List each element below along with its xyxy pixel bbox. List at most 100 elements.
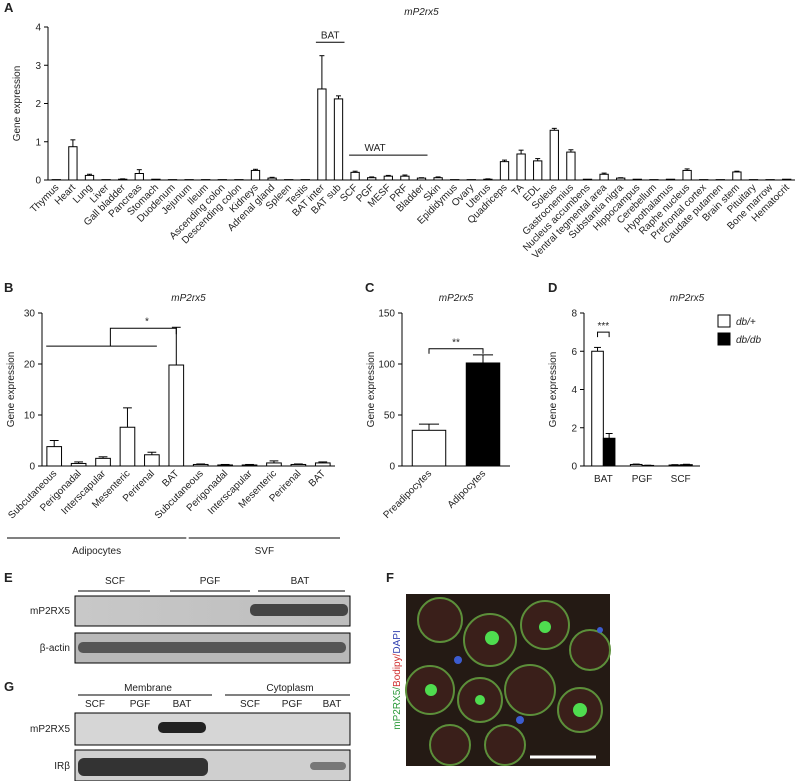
- error-bar: [74, 461, 84, 464]
- group-label: SVF: [255, 546, 274, 557]
- panel-letter: B: [4, 280, 13, 295]
- y-tick-label: 50: [384, 411, 396, 422]
- band: [78, 758, 208, 776]
- x-tick-label: BAT: [160, 468, 181, 489]
- chart-title: mP2rx5: [171, 293, 206, 304]
- error-bar: [336, 95, 341, 99]
- panel-letter: E: [4, 570, 13, 585]
- error-bar: [319, 55, 325, 89]
- y-tick-label: 4: [571, 385, 577, 396]
- bar: [68, 146, 78, 181]
- error-bar: [147, 451, 157, 455]
- bar: [433, 177, 443, 181]
- lane-label: BAT: [291, 576, 310, 587]
- error-bar: [684, 168, 690, 171]
- bar: [582, 178, 593, 181]
- y-axis-label: Gene expression: [366, 352, 377, 428]
- error-bar: [269, 460, 279, 463]
- legend-swatch: [717, 332, 731, 346]
- bar: [84, 174, 95, 181]
- error-bar: [98, 456, 108, 459]
- band: [158, 722, 206, 733]
- bar: [411, 429, 447, 467]
- row-label: mP2RX5: [30, 724, 70, 735]
- error-bar: [402, 174, 408, 177]
- bar: [350, 171, 360, 181]
- bar: [333, 98, 344, 181]
- error-bar: [594, 346, 602, 352]
- panel-f: F mP2RX5/Bodipy/DAPI: [386, 570, 611, 766]
- lane-label: PGF: [200, 576, 221, 587]
- error-bar: [123, 407, 132, 428]
- row-label: mP2RX5: [30, 606, 70, 617]
- chart-title: mP2rx5: [404, 7, 439, 18]
- legend-label: db/+: [736, 317, 756, 328]
- bar: [70, 462, 87, 467]
- bar: [533, 160, 543, 181]
- fraction-label: Cytoplasm: [266, 683, 313, 694]
- x-tick-label: Adipocytes: [446, 468, 488, 510]
- y-tick-label: 0: [29, 462, 35, 473]
- bracket: [428, 348, 484, 354]
- bar: [290, 463, 307, 467]
- x-tick-label: BAT: [594, 474, 613, 485]
- panel-letter: D: [548, 280, 557, 295]
- bar: [267, 177, 277, 181]
- annotation: *: [145, 316, 149, 327]
- error-bar: [435, 176, 441, 178]
- bar: [680, 464, 693, 467]
- lane-label: SCF: [105, 576, 125, 587]
- x-tick-label: SCF: [671, 474, 691, 485]
- panel-letter: G: [4, 679, 14, 694]
- y-tick-label: 0: [389, 462, 395, 473]
- bar: [602, 437, 616, 467]
- band: [310, 762, 346, 770]
- y-tick-label: 2: [35, 99, 41, 110]
- stain: mP2RX5/: [392, 687, 403, 730]
- error-bar: [87, 173, 92, 176]
- group-label: Adipocytes: [72, 546, 121, 557]
- error-bar: [518, 149, 524, 154]
- bar: [168, 364, 185, 467]
- bar: [632, 178, 642, 181]
- bar: [499, 161, 510, 181]
- y-axis-label: Gene expression: [12, 66, 23, 142]
- bar: [367, 177, 377, 181]
- error-bar: [352, 170, 358, 173]
- bar: [134, 172, 144, 181]
- bar: [144, 454, 160, 467]
- error-bar: [70, 139, 76, 147]
- annotation: BAT: [321, 30, 340, 41]
- error-bar: [535, 158, 541, 161]
- panel-e: E SCF PGF BAT mP2RX5 β-actin: [4, 570, 351, 664]
- bracket: [597, 331, 610, 338]
- bar: [416, 177, 427, 181]
- error-bar: [293, 463, 303, 465]
- y-tick-label: 6: [571, 347, 577, 358]
- error-bar: [385, 174, 391, 177]
- bar: [629, 463, 643, 467]
- bar: [599, 173, 609, 181]
- lane-label: SCF: [85, 699, 105, 710]
- error-bar: [568, 149, 574, 153]
- row-label: IRβ: [54, 761, 70, 772]
- x-tick-label: PGF: [632, 474, 653, 485]
- y-tick-label: 20: [24, 360, 36, 371]
- band: [250, 604, 348, 616]
- bar: [682, 169, 692, 181]
- y-tick-label: 3: [35, 61, 41, 72]
- error-bar: [49, 440, 59, 447]
- legend-label: db/db: [736, 335, 761, 346]
- legend-swatch: [717, 314, 731, 328]
- bar: [516, 153, 526, 181]
- lane-label: PGF: [130, 699, 151, 710]
- error-bar: [253, 168, 258, 171]
- stain: DAPI: [392, 630, 403, 653]
- bar: [400, 175, 410, 181]
- panel-letter: C: [365, 280, 375, 295]
- error-bar: [136, 169, 142, 174]
- panel-letter: A: [4, 0, 14, 15]
- annotation: WAT: [365, 143, 386, 154]
- row-label: β-actin: [40, 643, 70, 654]
